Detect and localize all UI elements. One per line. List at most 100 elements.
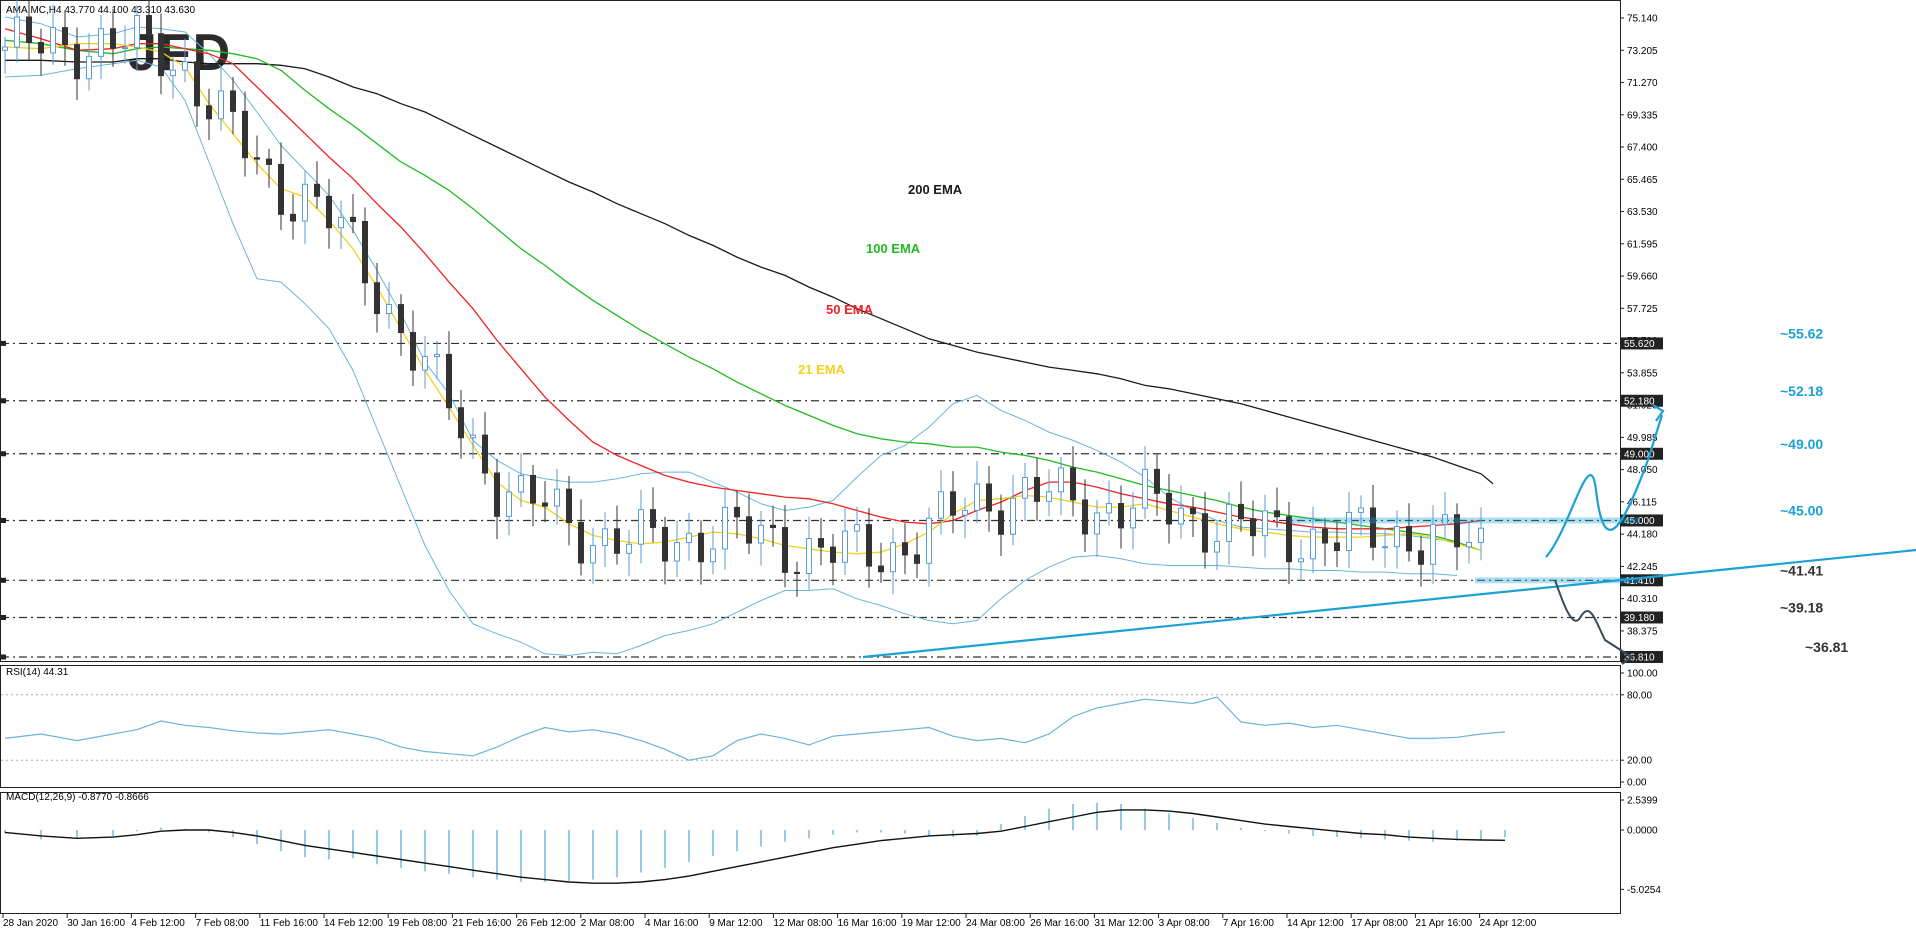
candle-body xyxy=(255,158,260,159)
candle-body xyxy=(1059,468,1064,492)
level-label: ~39.18 xyxy=(1780,599,1823,615)
candle-body xyxy=(1071,468,1076,500)
candle-body xyxy=(999,511,1004,534)
rsi-axis-tick-label: 20.00 xyxy=(1627,756,1652,767)
rsi-axis-tick-label: 0.00 xyxy=(1627,778,1647,789)
x-axis-label: 9 Mar 12:00 xyxy=(709,918,763,928)
candle-body xyxy=(867,525,872,566)
candle-body xyxy=(831,547,836,562)
candle-body xyxy=(27,17,32,42)
candle-body xyxy=(711,549,716,562)
x-axis-label: 19 Feb 08:00 xyxy=(388,918,447,928)
candle-body xyxy=(3,47,8,50)
price-axis-tick-label: 38.375 xyxy=(1627,626,1658,637)
candle-body xyxy=(363,221,368,282)
candle-body xyxy=(675,543,680,562)
candle-body xyxy=(423,356,428,370)
candle-body xyxy=(471,435,476,438)
candle-body xyxy=(987,484,992,511)
candle-body xyxy=(879,566,884,572)
level-label: ~49.00 xyxy=(1780,436,1823,452)
candle-body xyxy=(579,522,584,562)
candle-body xyxy=(747,517,752,543)
rsi-panel-frame xyxy=(1,666,1621,788)
candle-body xyxy=(807,539,812,574)
uptrend-line xyxy=(863,545,1916,657)
candle-body xyxy=(1359,508,1364,512)
price-axis-tick-label: 59.660 xyxy=(1627,272,1658,283)
level-marker xyxy=(1,578,6,583)
candle-body xyxy=(795,572,800,573)
x-axis-label: 21 Apr 16:00 xyxy=(1415,918,1472,928)
candle-body xyxy=(639,510,644,545)
jfd-logo: JFD xyxy=(128,24,232,82)
candle-body xyxy=(555,489,560,506)
candle-body xyxy=(351,217,356,221)
candle-body xyxy=(39,42,44,52)
level-marker xyxy=(1,615,6,620)
candle-body xyxy=(1011,498,1016,534)
level-label: ~36.81 xyxy=(1805,639,1848,655)
candle-body xyxy=(567,489,572,522)
candle-body xyxy=(1275,511,1280,517)
candle-body xyxy=(1383,547,1388,548)
ema-line xyxy=(5,44,1481,554)
candle-body xyxy=(591,545,596,563)
candle-body xyxy=(15,17,20,47)
candle-body xyxy=(543,503,548,506)
candle-body xyxy=(99,29,104,57)
candle-body xyxy=(1371,508,1376,547)
candle-body xyxy=(267,159,272,164)
price-axis-tick-label: 75.140 xyxy=(1627,14,1658,25)
level-price-box-label: 55.620 xyxy=(1624,339,1655,350)
candle-body xyxy=(87,56,92,78)
candle-body xyxy=(1395,527,1400,547)
candle-body xyxy=(951,492,956,515)
candle-body xyxy=(1431,524,1436,564)
candle-body xyxy=(75,45,80,79)
candle-body xyxy=(1095,513,1100,534)
candle-body xyxy=(507,492,512,516)
rsi-panel[interactable]: RSI(14) 44.31 xyxy=(6,667,69,678)
level-marker xyxy=(1,341,6,346)
candle-body xyxy=(219,91,224,119)
macd-panel[interactable]: MACD(12,26,9) -0.8770 -0.8666 xyxy=(6,792,149,803)
candle-body xyxy=(495,473,500,516)
candle-body xyxy=(819,539,824,548)
candle-body xyxy=(735,507,740,516)
level-price-box-label: 52.180 xyxy=(1624,396,1655,407)
rsi-axis-tick-label: 100.00 xyxy=(1627,669,1658,680)
price-axis-tick-label: 40.310 xyxy=(1627,594,1658,605)
ema-annotation: 50 EMA xyxy=(826,302,874,317)
x-axis-label: 2 Mar 08:00 xyxy=(581,918,635,928)
rsi-line xyxy=(5,697,1505,760)
candle-body xyxy=(123,48,128,49)
ema-annotation: 21 EMA xyxy=(798,362,846,377)
candle-body xyxy=(447,354,452,407)
candle-body xyxy=(1035,477,1040,501)
x-axis-label: 7 Feb 08:00 xyxy=(196,918,250,928)
candle-body xyxy=(1299,559,1304,562)
candle-body xyxy=(531,475,536,503)
candle-body xyxy=(435,354,440,356)
candle-body xyxy=(891,543,896,572)
candle-body xyxy=(759,525,764,543)
level-marker xyxy=(1,398,6,403)
candle-body xyxy=(1215,541,1220,552)
price-axis-tick-label: 73.205 xyxy=(1627,46,1658,57)
candle-body xyxy=(627,544,632,553)
candle-body xyxy=(603,529,608,546)
symbol-header: AMA.MC,H4 43.770 44.100 43.310 43.630 xyxy=(6,5,195,16)
price-axis-tick-label: 71.270 xyxy=(1627,78,1658,89)
price-axis-tick-label: 53.855 xyxy=(1627,368,1658,379)
x-axis-label: 17 Apr 08:00 xyxy=(1351,918,1408,928)
x-axis-label: 21 Feb 16:00 xyxy=(452,918,511,928)
x-axis-label: 11 Feb 16:00 xyxy=(260,918,319,928)
x-axis-label: 26 Mar 16:00 xyxy=(1030,918,1089,928)
candle-body xyxy=(339,217,344,227)
price-axis-tick-label: 44.180 xyxy=(1627,530,1658,541)
candle-body xyxy=(231,91,236,111)
